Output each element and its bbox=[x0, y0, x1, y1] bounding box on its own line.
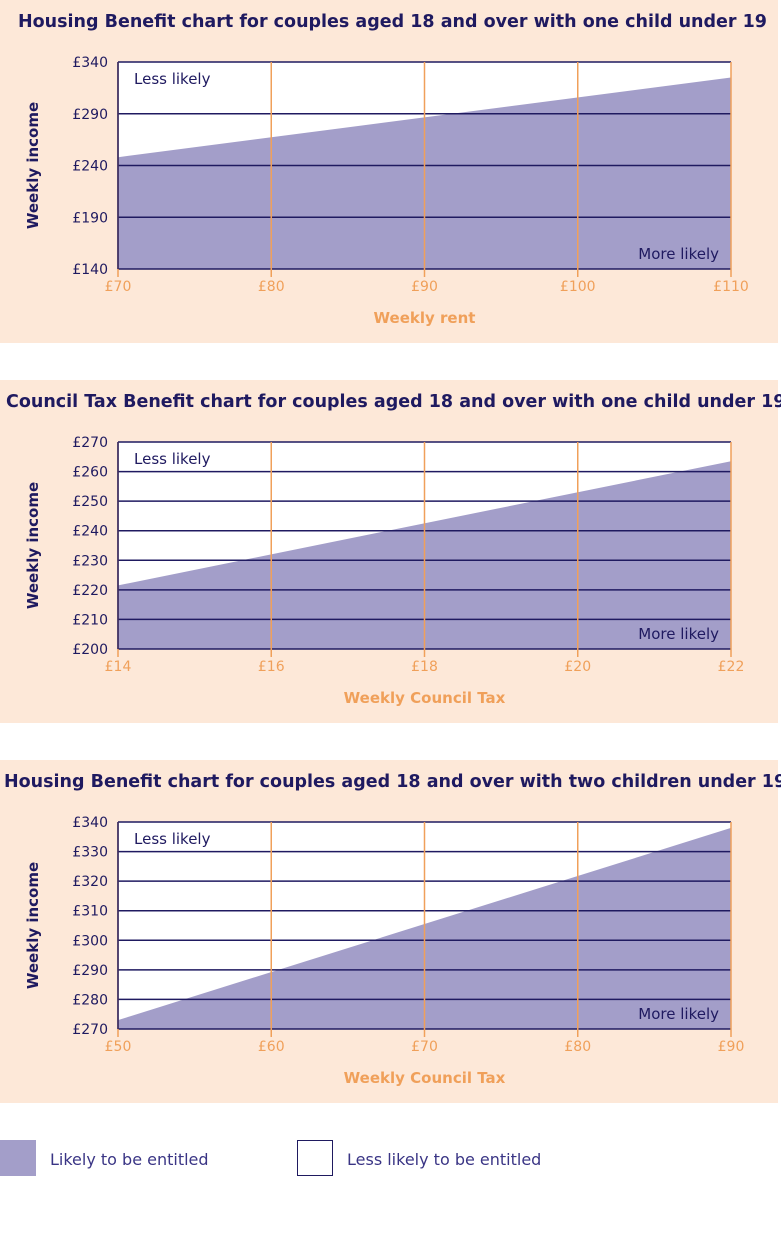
annotation-less-likely: Less likely bbox=[134, 450, 211, 468]
x-tick-label: £20 bbox=[564, 659, 591, 675]
x-tick-label: £70 bbox=[105, 279, 132, 295]
y-tick-label: £310 bbox=[72, 904, 108, 920]
chart-plot: £270 £280 £290 £300 £310 £320 £330 £340 £50 £60 £7… bbox=[24, 815, 745, 1087]
chart-panel-1: Housing Benefit chart for couples aged 1… bbox=[0, 0, 778, 343]
annotation-more-likely: More likely bbox=[638, 1005, 719, 1023]
chart-title: Housing Benefit chart for couples aged 1… bbox=[4, 772, 781, 792]
annotation-more-likely: More likely bbox=[638, 245, 719, 263]
annotation-less-likely: Less likely bbox=[134, 830, 211, 848]
chart-plot: £140 £190 £240 £290 £340 £70 £80 £90 £100 £110 Les… bbox=[24, 55, 749, 327]
x-tick-label: £90 bbox=[411, 279, 438, 295]
legend-label-less-likely: Less likely to be entitled bbox=[347, 1150, 542, 1169]
x-axis-label: Weekly Council Tax bbox=[344, 1069, 506, 1087]
y-tick-label: £300 bbox=[72, 933, 108, 949]
x-axis-label: Weekly rent bbox=[374, 309, 476, 327]
y-axis-label: Weekly income bbox=[24, 862, 42, 989]
y-tick-label: £200 bbox=[72, 642, 108, 658]
x-tick-label: £90 bbox=[718, 1039, 745, 1055]
y-tick-label: £340 bbox=[72, 815, 108, 831]
y-tick-label: £270 bbox=[72, 1022, 108, 1038]
x-tick-label: £110 bbox=[713, 279, 749, 295]
y-tick-label: £330 bbox=[72, 845, 108, 861]
x-tick-label: £80 bbox=[258, 279, 285, 295]
y-tick-label: £340 bbox=[72, 55, 108, 71]
legend-swatch-likely bbox=[0, 1140, 36, 1176]
y-tick-label: £240 bbox=[72, 159, 108, 175]
x-tick-label: £60 bbox=[258, 1039, 285, 1055]
y-axis-label: Weekly income bbox=[24, 482, 42, 609]
y-tick-label: £210 bbox=[72, 612, 108, 628]
x-tick-label: £50 bbox=[105, 1039, 132, 1055]
chart-title: Council Tax Benefit chart for couples ag… bbox=[6, 392, 781, 412]
x-tick-label: £14 bbox=[105, 659, 132, 675]
x-tick-label: £16 bbox=[258, 659, 285, 675]
chart-plot: £200 £210 £220 £230 £240 £250 £260 £270 £14 £16 £1… bbox=[24, 435, 745, 707]
y-tick-label: £270 bbox=[72, 435, 108, 451]
y-tick-label: £250 bbox=[72, 494, 108, 510]
legend-swatch-less-likely bbox=[297, 1140, 333, 1176]
x-tick-label: £70 bbox=[411, 1039, 438, 1055]
annotation-less-likely: Less likely bbox=[134, 70, 211, 88]
x-tick-label: £22 bbox=[718, 659, 745, 675]
y-tick-label: £280 bbox=[72, 992, 108, 1008]
y-tick-label: £290 bbox=[72, 107, 108, 123]
chart-title: Housing Benefit chart for couples aged 1… bbox=[18, 12, 767, 32]
y-tick-label: £230 bbox=[72, 553, 108, 569]
y-tick-label: £260 bbox=[72, 465, 108, 481]
y-tick-label: £320 bbox=[72, 874, 108, 890]
legend-label-likely: Likely to be entitled bbox=[50, 1150, 209, 1169]
x-tick-label: £18 bbox=[411, 659, 438, 675]
chart-panel-2: Council Tax Benefit chart for couples ag… bbox=[0, 380, 781, 723]
y-tick-label: £240 bbox=[72, 524, 108, 540]
y-axis-label: Weekly income bbox=[24, 102, 42, 229]
y-tick-label: £190 bbox=[72, 210, 108, 226]
x-tick-label: £100 bbox=[560, 279, 596, 295]
x-axis-label: Weekly Council Tax bbox=[344, 689, 506, 707]
legend: Likely to be entitled Less likely to be … bbox=[0, 1140, 781, 1176]
annotation-more-likely: More likely bbox=[638, 625, 719, 643]
y-tick-label: £290 bbox=[72, 963, 108, 979]
y-tick-label: £220 bbox=[72, 583, 108, 599]
chart-panel-3: Housing Benefit chart for couples aged 1… bbox=[0, 760, 781, 1103]
x-tick-label: £80 bbox=[564, 1039, 591, 1055]
y-tick-label: £140 bbox=[72, 262, 108, 278]
